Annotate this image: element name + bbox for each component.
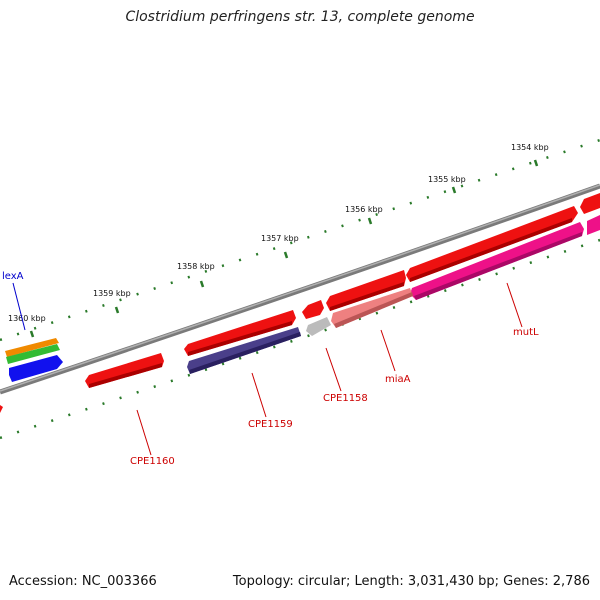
major-ticks <box>29 159 539 338</box>
accession-label: Accession: NC_003366 <box>9 574 157 589</box>
gene-reverse-gray <box>306 317 331 336</box>
tick-label-1359: 1359 kbp <box>93 289 131 298</box>
gene-forward-CPE1159 <box>184 310 296 356</box>
gene-edge-fragment <box>0 405 3 413</box>
leader-CPE1158 <box>325 347 342 392</box>
gene-reverse-mutL <box>410 222 584 300</box>
leader-lexA <box>12 282 26 331</box>
gene-label-mutL: mutL <box>513 327 539 338</box>
gene-label-CPE1158: CPE1158 <box>323 393 368 404</box>
gene-reverse-miaA <box>331 288 413 328</box>
tick-label-1356: 1356 kbp <box>345 205 383 214</box>
topology-label: Topology: circular; Length: 3,031,430 bp… <box>232 574 590 589</box>
leader-miaA <box>380 329 396 372</box>
gene-forward-mutL-end <box>580 193 600 214</box>
genome-backbone <box>0 183 600 395</box>
gene-reverse-magenta-end <box>587 215 600 235</box>
gene-forward-miaA <box>326 270 406 311</box>
tick-label-1360: 1360 kbp <box>8 314 46 323</box>
gene-label-lexA: lexA <box>2 271 24 282</box>
tick-label-1358: 1358 kbp <box>177 262 215 271</box>
gene-reverse-CPE1159 <box>187 327 301 374</box>
leader-mutL <box>506 282 523 328</box>
gene-forward-mutL <box>406 206 578 282</box>
tick-label-1357: 1357 kbp <box>261 234 299 243</box>
gene-label-miaA: miaA <box>385 374 411 385</box>
gene-label-CPE1160: CPE1160 <box>130 456 175 467</box>
tick-label-1354: 1354 kbp <box>511 143 549 152</box>
map-title: Clostridium perfringens str. 13, complet… <box>125 9 475 25</box>
gene-forward-small <box>302 300 324 319</box>
leader-CPE1160 <box>136 409 152 456</box>
gene-forward-CPE1160 <box>85 353 164 388</box>
tick-ring-inner <box>0 238 600 440</box>
leader-CPE1159 <box>251 372 267 418</box>
gene-label-CPE1159: CPE1159 <box>248 419 293 430</box>
tick-label-1355: 1355 kbp <box>428 175 466 184</box>
gene-reverse-lexA-stack <box>5 338 63 382</box>
